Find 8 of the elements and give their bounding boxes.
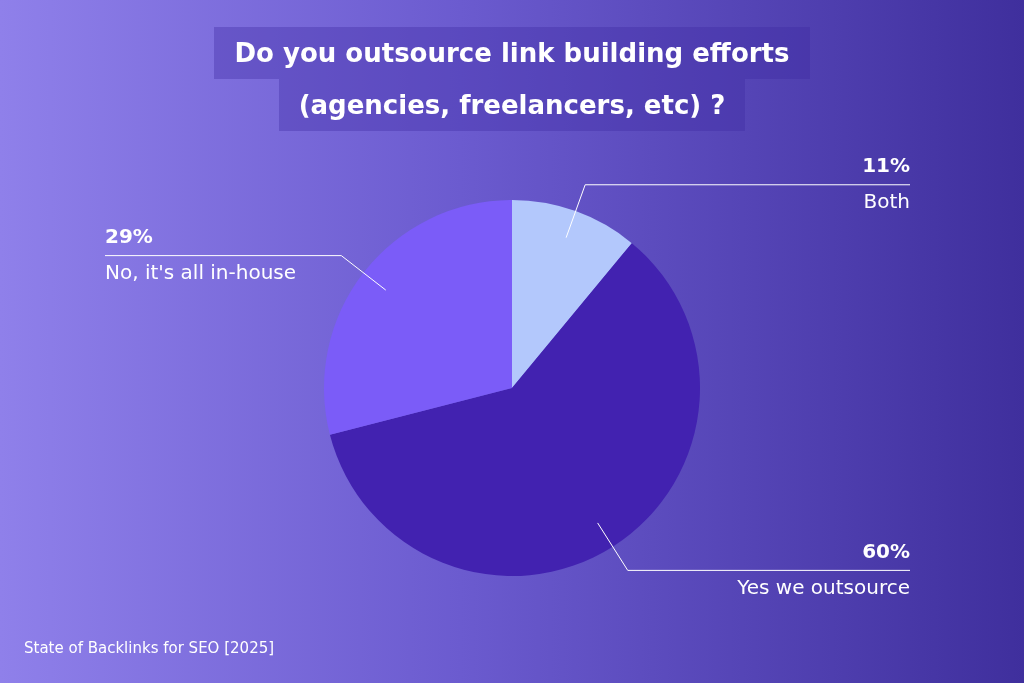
slice-label: No, it's all in-house — [105, 259, 297, 284]
slice-label: Yes we outsource — [736, 574, 910, 599]
text: State of Backlinks for SEO [2025] — [24, 639, 275, 657]
data-label: 29% — [105, 223, 153, 248]
slice-label: Both — [863, 188, 910, 213]
data-label: 60% — [862, 538, 910, 563]
data-label: 11% — [862, 152, 910, 177]
chart-title: Do you outsource link building efforts (agencies, freelancers, etc) ? — [233, 37, 791, 122]
